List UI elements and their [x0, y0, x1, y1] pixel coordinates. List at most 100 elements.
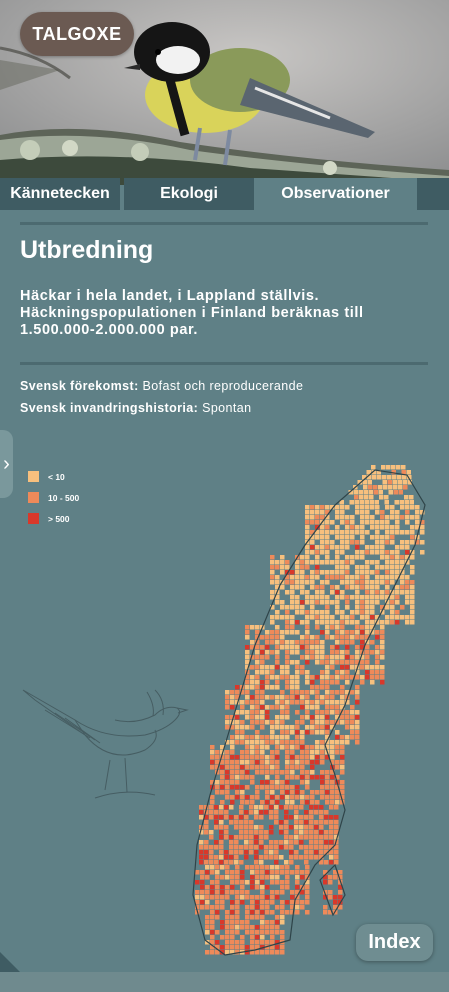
map-cell [295, 670, 300, 675]
map-cell [269, 840, 274, 845]
map-cell [330, 585, 335, 590]
map-cell [330, 705, 335, 710]
chevron-right-icon[interactable]: › [0, 430, 13, 498]
tab-kannetecken[interactable]: Kännetecken [0, 178, 120, 210]
map-cell [255, 720, 260, 725]
map-cell [400, 560, 405, 565]
map-cell [229, 855, 234, 860]
map-cell [250, 800, 255, 805]
map-cell [199, 845, 204, 850]
map-cell [330, 755, 335, 760]
map-cell [250, 735, 255, 740]
map-cell [225, 770, 230, 775]
map-cell [200, 895, 205, 900]
map-cell [244, 845, 249, 850]
map-cell [255, 705, 260, 710]
map-cell [340, 705, 345, 710]
map-cell [310, 720, 315, 725]
legend-item: > 500 [28, 508, 79, 529]
map-cell [320, 685, 325, 690]
map-cell [300, 565, 305, 570]
map-cell [360, 655, 365, 660]
map-cell [390, 525, 395, 530]
map-cell [345, 635, 350, 640]
map-cell [305, 550, 310, 555]
map-cell [290, 675, 295, 680]
map-cell [275, 795, 280, 800]
map-cell [325, 605, 330, 610]
map-cell [284, 820, 289, 825]
map-cell [280, 705, 285, 710]
map-cell [260, 935, 265, 940]
index-button[interactable]: Index [356, 924, 433, 961]
map-cell [325, 595, 330, 600]
tab-ekologi[interactable]: Ekologi [124, 178, 254, 210]
map-cell [375, 550, 380, 555]
map-cell [280, 790, 285, 795]
map-cell [335, 710, 340, 715]
map-cell [310, 585, 315, 590]
map-cell [406, 470, 411, 475]
map-cell [310, 790, 315, 795]
map-cell [310, 545, 315, 550]
map-cell [405, 515, 410, 520]
map-cell [305, 785, 310, 790]
map-cell [225, 740, 230, 745]
map-cell [350, 615, 355, 620]
map-cell [230, 920, 235, 925]
map-cell [285, 645, 290, 650]
tab-observationer[interactable]: Observationer [254, 178, 417, 210]
map-cell [265, 895, 270, 900]
map-cell [249, 805, 254, 810]
map-cell [300, 570, 305, 575]
map-cell [295, 630, 300, 635]
map-cell [392, 475, 397, 480]
map-cell [255, 655, 260, 660]
map-cell [319, 845, 324, 850]
map-cell [225, 795, 230, 800]
map-cell [320, 530, 325, 535]
map-cell [235, 715, 240, 720]
map-cell [240, 760, 245, 765]
map-cell [280, 920, 285, 925]
map-cell [209, 850, 214, 855]
map-cell [315, 525, 320, 530]
map-cell [315, 710, 320, 715]
map-cell [320, 720, 325, 725]
map-cell [355, 510, 360, 515]
map-cell [385, 595, 390, 600]
map-cell [345, 575, 350, 580]
map-cell [280, 730, 285, 735]
map-cell [329, 850, 334, 855]
map-cell [385, 585, 390, 590]
map-cell [309, 810, 314, 815]
map-cell [385, 525, 390, 530]
map-cell [284, 815, 289, 820]
map-cell [320, 715, 325, 720]
map-cell [385, 530, 390, 535]
map-cell [250, 885, 255, 890]
map-cell [373, 490, 378, 495]
map-cell [305, 655, 310, 660]
map-cell [260, 705, 265, 710]
map-cell [310, 685, 315, 690]
map-cell [285, 705, 290, 710]
map-cell [220, 920, 225, 925]
map-cell [250, 935, 255, 940]
map-cell [219, 815, 224, 820]
map-cell [295, 870, 300, 875]
map-cell [350, 610, 355, 615]
map-cell [200, 875, 205, 880]
map-cell [289, 835, 294, 840]
map-cell [230, 940, 235, 945]
map-cell [380, 640, 385, 645]
legend-swatch-mid [28, 492, 39, 503]
map-cell [265, 710, 270, 715]
map-cell [375, 655, 380, 660]
map-cell [255, 765, 260, 770]
map-cell [235, 690, 240, 695]
map-cell [255, 650, 260, 655]
map-cell [360, 535, 365, 540]
map-cell [234, 855, 239, 860]
map-cell [240, 785, 245, 790]
